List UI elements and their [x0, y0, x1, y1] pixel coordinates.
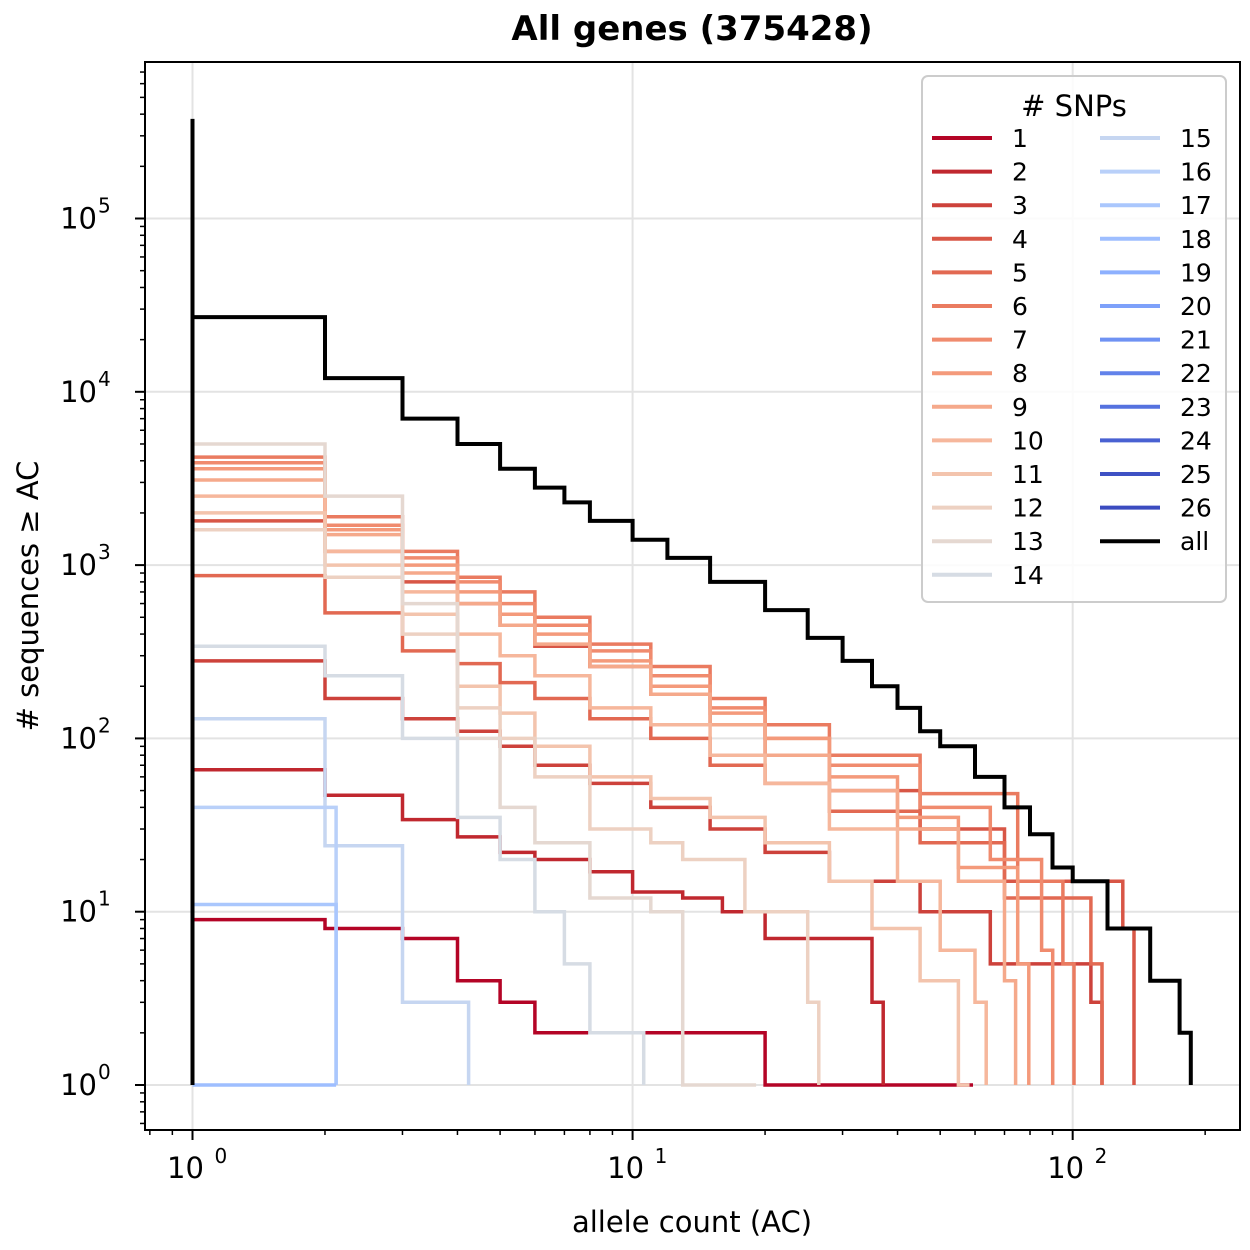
y-tick-label-exponent: 5: [98, 194, 111, 218]
legend-label-8: 8: [1012, 359, 1028, 388]
legend-label-24: 24: [1180, 426, 1212, 455]
legend-label-10: 10: [1012, 426, 1044, 455]
legend-label-4: 4: [1012, 225, 1028, 254]
series-line-5: [190, 573, 1104, 1085]
series-line-15: [190, 716, 471, 1085]
y-tick-label-exponent: 2: [98, 713, 111, 737]
legend-label-16: 16: [1180, 158, 1212, 187]
x-tick-label-exponent: 2: [1095, 1144, 1108, 1168]
x-tick-label: 10: [1047, 1151, 1084, 1185]
legend-label-9: 9: [1012, 393, 1028, 422]
y-tick-label: 10: [60, 895, 97, 929]
series-line-all: [190, 118, 1193, 1085]
y-tick-label-exponent: 3: [98, 540, 111, 564]
legend-title: # SNPs: [1021, 89, 1127, 123]
y-tick-label: 10: [60, 548, 97, 582]
x-axis-label: allele count (AC): [572, 1205, 812, 1239]
legend-label-12: 12: [1012, 494, 1044, 523]
legend-label-11: 11: [1012, 460, 1044, 489]
legend-label-15: 15: [1180, 124, 1212, 153]
y-tick-label-exponent: 1: [98, 887, 111, 911]
chart-title: All genes (375428): [511, 9, 872, 49]
legend-label-20: 20: [1180, 292, 1212, 321]
y-tick-label: 10: [60, 1068, 97, 1102]
x-tick-label: 10: [607, 1151, 644, 1185]
y-tick-label-exponent: 0: [98, 1060, 111, 1084]
legend-label-14: 14: [1012, 561, 1044, 590]
legend-label-5: 5: [1012, 258, 1028, 287]
x-tick-label-exponent: 1: [655, 1144, 668, 1168]
legend-box: [921, 75, 1227, 603]
legend-label-6: 6: [1012, 292, 1028, 321]
legend-label-18: 18: [1180, 225, 1212, 254]
legend-label-17: 17: [1180, 191, 1212, 220]
y-tick-label: 10: [60, 202, 97, 236]
legend-label-13: 13: [1012, 527, 1044, 556]
plot-frame: [144, 61, 1241, 1131]
x-tick-label-exponent: 0: [214, 1144, 227, 1168]
legend-label-21: 21: [1180, 326, 1212, 355]
plot-series: [190, 118, 1193, 1087]
legend-label-19: 19: [1180, 258, 1212, 287]
legend-label-2: 2: [1012, 158, 1028, 187]
x-tick-label: 10: [167, 1151, 204, 1185]
legend-label-3: 3: [1012, 191, 1028, 220]
y-axis-label: # sequences ≥ AC: [11, 461, 45, 732]
y-tick-label-exponent: 4: [98, 367, 111, 391]
y-tick-label: 10: [60, 375, 97, 409]
legend-label-all: all: [1180, 527, 1209, 556]
y-tick-label: 10: [60, 721, 97, 755]
series-line-1: [190, 917, 973, 1087]
series-line-13: [190, 442, 757, 1087]
series-line-12: [190, 527, 821, 1085]
legend-label-22: 22: [1180, 359, 1212, 388]
legend-label-25: 25: [1180, 460, 1212, 489]
legend: # SNPs1234567891011121314151617181920212…: [921, 75, 1227, 603]
legend-label-23: 23: [1180, 393, 1212, 422]
series-line-14: [190, 644, 646, 1085]
legend-label-1: 1: [1012, 124, 1028, 153]
legend-label-26: 26: [1180, 494, 1212, 523]
legend-label-7: 7: [1012, 326, 1028, 355]
